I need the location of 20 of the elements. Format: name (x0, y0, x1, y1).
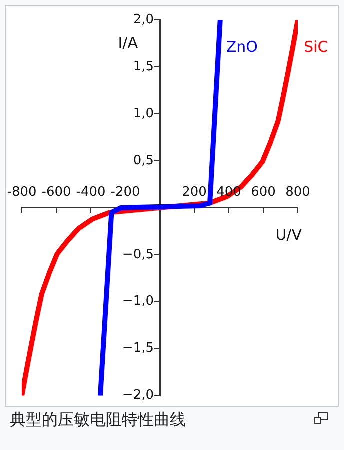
x-tick-label: -400 (76, 184, 106, 200)
text: 典型的压敏电阻特性曲线 (10, 410, 186, 431)
y-tick-label: 0,5 (133, 153, 154, 168)
y-tick-label: 2,0 (133, 12, 154, 28)
x-tick-label: -600 (42, 184, 72, 200)
x-tick-label: -800 (7, 184, 37, 200)
series-label: SiC (304, 38, 328, 56)
y-tick-label: −0,5 (122, 247, 154, 262)
y-tick-label: 1,5 (133, 59, 154, 74)
y-tick-label: 1,0 (133, 106, 154, 122)
y-axis-title: I/A (118, 34, 139, 52)
x-tick-label: 800 (286, 184, 310, 200)
y-tick-label: −1,0 (122, 294, 154, 310)
y-tick-label: −1,5 (122, 341, 154, 356)
x-axis-title: U/V (276, 226, 303, 244)
x-tick-label: 200 (182, 184, 207, 200)
x-tick-label: -200 (110, 184, 140, 200)
x-tick-label: 600 (251, 184, 276, 200)
y-tick-label: −2,0 (122, 388, 154, 404)
series-label: ZnO (226, 38, 258, 56)
